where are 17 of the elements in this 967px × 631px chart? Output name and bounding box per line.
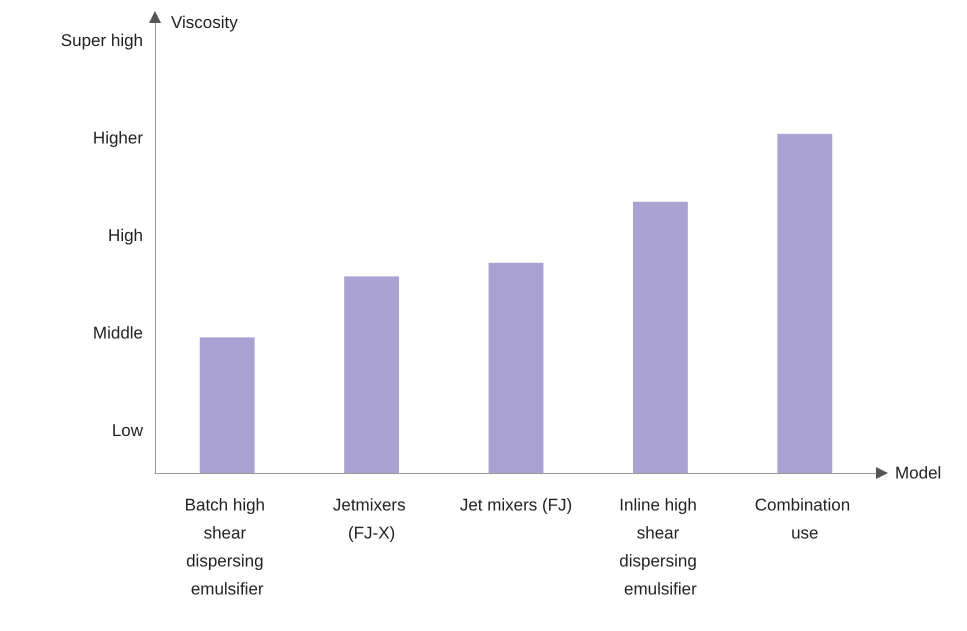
x-tick-label: Inline high shear dispersing emulsifier	[619, 496, 702, 598]
x-tick-label: Jet mixers (FJ)	[460, 496, 572, 514]
text: Higher	[92, 128, 144, 148]
bar	[200, 337, 255, 473]
text: Viscosity	[171, 13, 238, 32]
text: Low	[112, 421, 144, 440]
bar	[344, 276, 400, 473]
bar	[632, 202, 688, 473]
text: High	[108, 226, 144, 246]
x-tick-label: Jetmixers (FJ-X)	[332, 496, 410, 542]
text: Middle	[92, 324, 144, 343]
x-axis-title: Model	[895, 464, 942, 482]
x-tick-label: Combination use	[754, 496, 855, 542]
bar	[777, 134, 832, 473]
bar	[488, 262, 544, 473]
text: Super high	[60, 31, 144, 50]
x-tick-label: Batch high shear dispersing emulsifier	[184, 496, 270, 598]
